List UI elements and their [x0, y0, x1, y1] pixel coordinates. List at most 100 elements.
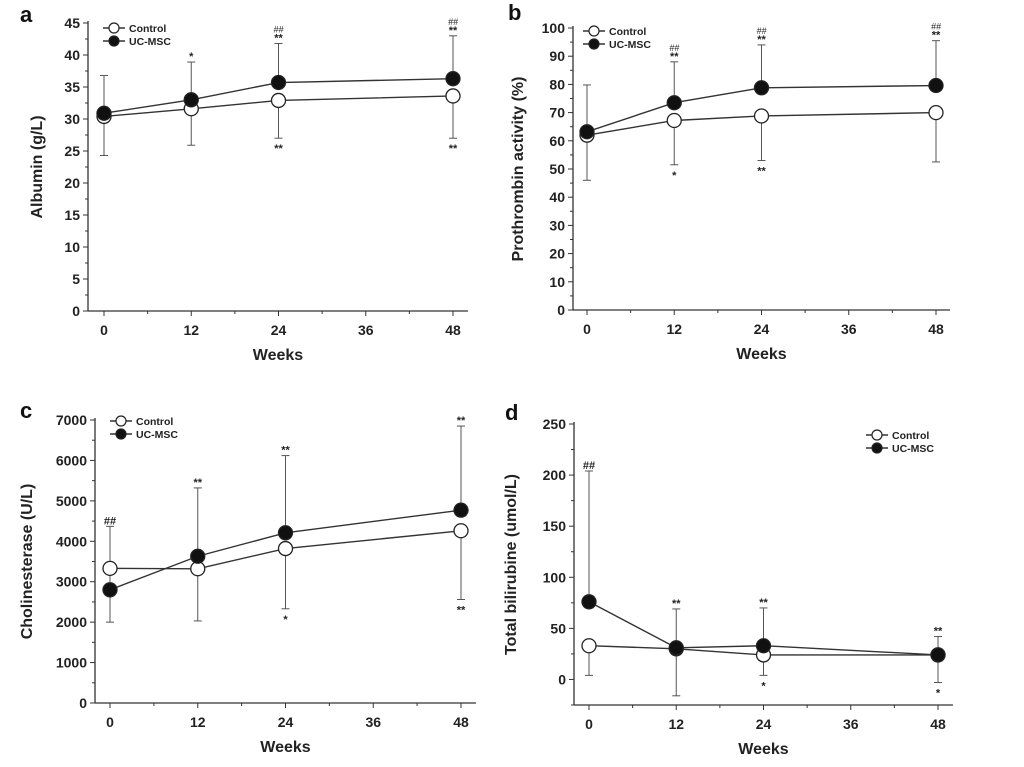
y-tick-label: 40 [64, 47, 80, 63]
legend-marker [108, 35, 120, 47]
significance-marker-hash: ## [756, 26, 767, 36]
y-tick-label: 50 [549, 161, 565, 177]
series-line-uc-msc [588, 601, 939, 656]
data-point-uc-msc [930, 647, 946, 663]
y-axis-label: Total bilirubine (umol/L) [503, 474, 520, 655]
y-tick-label: 10 [549, 274, 565, 290]
y-tick-label: 30 [549, 217, 565, 233]
x-tick-label: 0 [100, 322, 108, 338]
data-point-uc-msc [183, 92, 199, 108]
data-point-control [102, 560, 118, 577]
significance-marker: ## [583, 460, 595, 472]
series-line-uc-msc [109, 509, 462, 591]
legend-label: Control [609, 26, 646, 38]
data-point-uc-msc [928, 77, 944, 94]
significance-marker: ** [449, 143, 458, 155]
chart-panel-a: a 0 5 10 15 20 25 30 35 40 45 0 12 24 36 48 Weeks Albumin… [20, 2, 468, 364]
significance-marker: * [672, 170, 677, 182]
series-line-control [109, 530, 462, 570]
data-point-control [445, 88, 461, 104]
y-tick-label: 20 [549, 246, 565, 262]
significance-marker: ## [104, 515, 116, 527]
x-tick-label: 24 [271, 322, 287, 338]
data-point-uc-msc [581, 594, 597, 610]
series-line-control [588, 645, 938, 656]
legend-label: Control [129, 23, 166, 35]
series-line-control [586, 111, 937, 136]
legend-label: Control [892, 430, 929, 442]
chart-panel-b: b 0 10 20 30 40 50 60 70 80 90 100 0 12 24 36 48 Weeks Pro… [508, 0, 950, 363]
y-tick-label: 70 [549, 105, 565, 121]
significance-marker: ** [457, 605, 466, 617]
legend-marker [871, 442, 883, 454]
y-tick-label: 100 [542, 20, 566, 36]
legend-label: UC-MSC [609, 39, 651, 51]
y-tick-label: 4000 [56, 533, 87, 549]
data-point-control [753, 108, 770, 124]
x-tick-label: 36 [365, 714, 381, 730]
data-point-uc-msc [579, 124, 595, 140]
data-point-uc-msc [753, 80, 770, 96]
series-line-uc-msc [586, 84, 937, 133]
y-tick-label: 0 [558, 671, 566, 687]
significance-marker: ** [932, 30, 941, 42]
y-tick-label: 6000 [56, 452, 87, 468]
legend-label: Control [136, 416, 173, 428]
series-line-uc-msc [103, 77, 454, 114]
x-tick-label: 36 [843, 716, 859, 732]
x-tick-label: 0 [106, 714, 114, 730]
y-axis-label: Prothrombin activity (%) [510, 77, 527, 262]
data-point-uc-msc [755, 638, 772, 654]
series-line-control [103, 95, 454, 118]
y-tick-label: 10 [64, 239, 80, 255]
significance-marker-hash: ## [273, 24, 284, 34]
data-point-uc-msc [453, 502, 469, 518]
y-tick-label: 90 [549, 48, 565, 64]
data-point-uc-msc [102, 582, 118, 598]
significance-marker: ** [457, 415, 466, 427]
y-tick-label: 0 [557, 302, 565, 318]
data-point-uc-msc [190, 548, 206, 564]
x-tick-label: 48 [930, 716, 946, 732]
data-point-uc-msc [445, 71, 461, 87]
chart-panel-c: c 0 1000 2000 3000 4000 5000 6000 7000 0 12 24 36 48 W… [19, 398, 476, 756]
legend-marker [588, 38, 600, 50]
x-tick-label: 12 [190, 714, 206, 730]
x-axis-label: Weeks [736, 346, 787, 363]
significance-marker: ** [670, 51, 679, 63]
x-tick-label: 24 [754, 321, 770, 337]
panel-label: d [505, 400, 518, 425]
significance-marker: ** [281, 445, 290, 457]
data-point-uc-msc [277, 525, 294, 541]
x-tick-label: 48 [928, 321, 944, 337]
legend-marker [115, 415, 127, 427]
x-tick-label: 36 [841, 321, 857, 337]
x-axis-label: Weeks [260, 739, 311, 756]
y-tick-label: 15 [64, 207, 80, 223]
data-point-control [453, 523, 469, 539]
x-tick-label: 48 [453, 714, 469, 730]
x-tick-label: 12 [183, 322, 199, 338]
data-point-uc-msc [96, 105, 112, 121]
significance-marker: * [283, 614, 288, 626]
y-tick-label: 200 [543, 467, 567, 483]
significance-marker: ** [274, 32, 283, 44]
significance-marker: * [936, 688, 941, 700]
y-tick-label: 7000 [56, 412, 87, 428]
significance-marker: ** [759, 597, 768, 609]
data-point-control [277, 540, 294, 557]
data-point-control [928, 104, 944, 121]
significance-marker: ** [757, 166, 766, 178]
legend-label: UC-MSC [136, 429, 178, 441]
panel-label: b [508, 0, 521, 25]
significance-marker: * [761, 680, 766, 692]
y-tick-label: 5 [72, 271, 80, 287]
data-point-control [581, 638, 597, 654]
x-tick-label: 24 [278, 714, 294, 730]
legend-marker [588, 25, 600, 37]
y-tick-label: 0 [79, 695, 87, 711]
y-tick-label: 1000 [56, 655, 87, 671]
